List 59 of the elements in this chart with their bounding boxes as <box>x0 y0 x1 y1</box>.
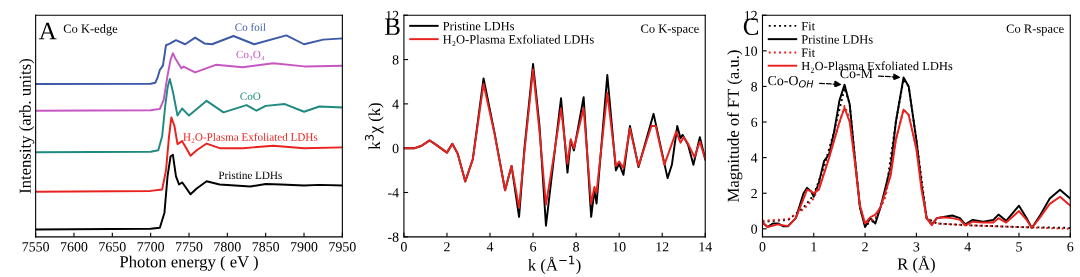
x-tick-label: 7750 <box>176 242 203 252</box>
x-tick-label: 7600 <box>61 242 88 252</box>
x-tick-label: 3 <box>913 242 920 252</box>
annotation: Co R-space <box>1006 24 1064 36</box>
chart-title: C <box>743 18 759 36</box>
y-tick-label: -4 <box>388 188 399 198</box>
y-tick-label: 4 <box>750 153 758 163</box>
y-tick-label: -8 <box>388 232 399 242</box>
y-axis-title: Magnitude of FT (a.u.) <box>727 50 743 203</box>
x-tick-label: 14 <box>699 242 712 252</box>
x-axis-title: R (Å) <box>897 255 935 273</box>
legend-label: Fit <box>801 21 816 31</box>
x-tick-label: 7550 <box>22 242 49 252</box>
x-tick-label: 5 <box>1016 242 1022 252</box>
x-tick-label: 2 <box>444 242 450 252</box>
y-tick-label: 4 <box>392 99 399 109</box>
x-tick-label: 2 <box>862 242 868 252</box>
x-tick-label: 12 <box>656 242 669 252</box>
y-tick-label: 10 <box>744 46 758 56</box>
series-label: Pristine LDHs <box>218 171 282 180</box>
legend-label: Pristine LDHs <box>801 35 873 44</box>
annotation: Co K-space <box>641 24 699 36</box>
y-tick-label: 8 <box>751 82 758 92</box>
x-tick-label: 10 <box>613 242 626 252</box>
y-tick-label: 0 <box>392 143 399 154</box>
legend-label: Fit <box>801 48 816 57</box>
y-axis-title: k$^{3}$χ (k) <box>364 103 384 150</box>
x-tick-label: 7700 <box>137 242 165 252</box>
x-tick-label: 8 <box>573 242 580 252</box>
x-tick-label: 6 <box>530 242 537 252</box>
x-tick-label: 7650 <box>99 242 126 252</box>
x-tick-label: 7900 <box>291 242 318 252</box>
y-tick-label: 2 <box>751 188 757 199</box>
x-tick-label: 4 <box>964 242 971 252</box>
legend-label: H₂O-Plasma Exfoliated LDHs <box>443 34 594 47</box>
series-label: Co foil <box>235 23 266 31</box>
y-tick-label: 6 <box>751 117 758 127</box>
x-axis-title: k (Å$^{−1}$) <box>528 255 581 275</box>
x-tick-label: 4 <box>486 242 494 252</box>
x-tick-label: 7800 <box>214 242 241 252</box>
x-tick-label: 6 <box>1067 242 1074 252</box>
y-tick-label: 0 <box>751 224 758 234</box>
series-label: H₂O-Plasma Exfoliated LDHs <box>183 132 318 143</box>
chart-title: B <box>384 18 400 35</box>
x-tick-label: 0 <box>400 242 407 252</box>
chart-title: A <box>38 22 57 40</box>
y-tick-label: 8 <box>392 55 399 65</box>
series-label: CoO <box>240 92 261 101</box>
x-tick-label: 7850 <box>252 242 280 252</box>
legend-label: Pristine LDHs <box>443 21 515 31</box>
series-label: Co₃O₄ <box>236 50 265 61</box>
y-axis-title: Intensity (arb. units) <box>19 58 35 194</box>
annotation: Co-O$_{OH}$ <box>768 75 814 88</box>
x-axis-title: Photon energy ( eV ) <box>119 255 258 271</box>
x-tick-label: 7950 <box>329 242 356 252</box>
annotation: Co K-edge <box>63 24 118 36</box>
x-tick-label: 1 <box>811 242 817 252</box>
y-tick-label: 12 <box>744 10 757 21</box>
x-tick-label: 0 <box>759 242 766 252</box>
